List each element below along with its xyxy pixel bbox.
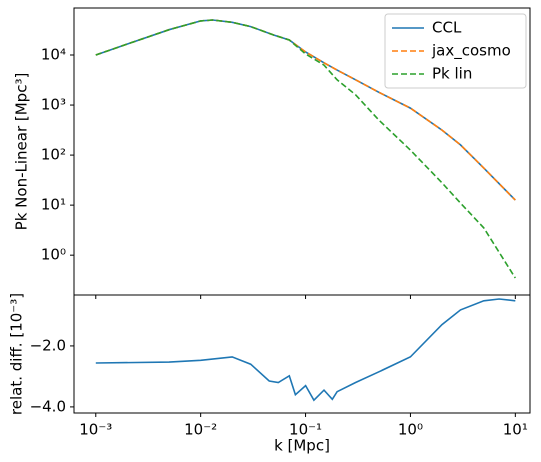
y-tick-label: 10¹ bbox=[41, 196, 66, 214]
series-line bbox=[95, 298, 516, 402]
y-tick-label: 10² bbox=[41, 146, 66, 164]
x-tick-label: 10¹ bbox=[503, 421, 528, 439]
legend-box bbox=[384, 13, 527, 89]
y-tick-label: −4.0 bbox=[30, 397, 66, 415]
x-axis-label: k [Mpc] bbox=[274, 437, 330, 455]
legend-label: Pk lin bbox=[432, 65, 472, 83]
y-tick-label: 10⁴ bbox=[41, 46, 66, 64]
y-axis-label: relat. diff. [10⁻³] bbox=[8, 293, 26, 415]
x-tick-label: 10⁻² bbox=[184, 421, 217, 439]
y-axis-label: Pk Non-Linear [Mpc³] bbox=[13, 73, 31, 231]
plot-area bbox=[73, 294, 531, 414]
series-line bbox=[95, 19, 516, 279]
legend-label: jax_cosmo bbox=[431, 42, 511, 61]
legend-label: CCL bbox=[432, 19, 462, 37]
x-tick-label: 10⁻³ bbox=[79, 421, 112, 439]
y-tick-label: 10⁰ bbox=[41, 246, 66, 264]
y-tick-label: 10³ bbox=[41, 96, 66, 114]
x-tick-label: 10⁻¹ bbox=[289, 421, 322, 439]
y-tick-label: −2.0 bbox=[30, 336, 66, 354]
x-tick-label: 10⁰ bbox=[398, 421, 423, 439]
